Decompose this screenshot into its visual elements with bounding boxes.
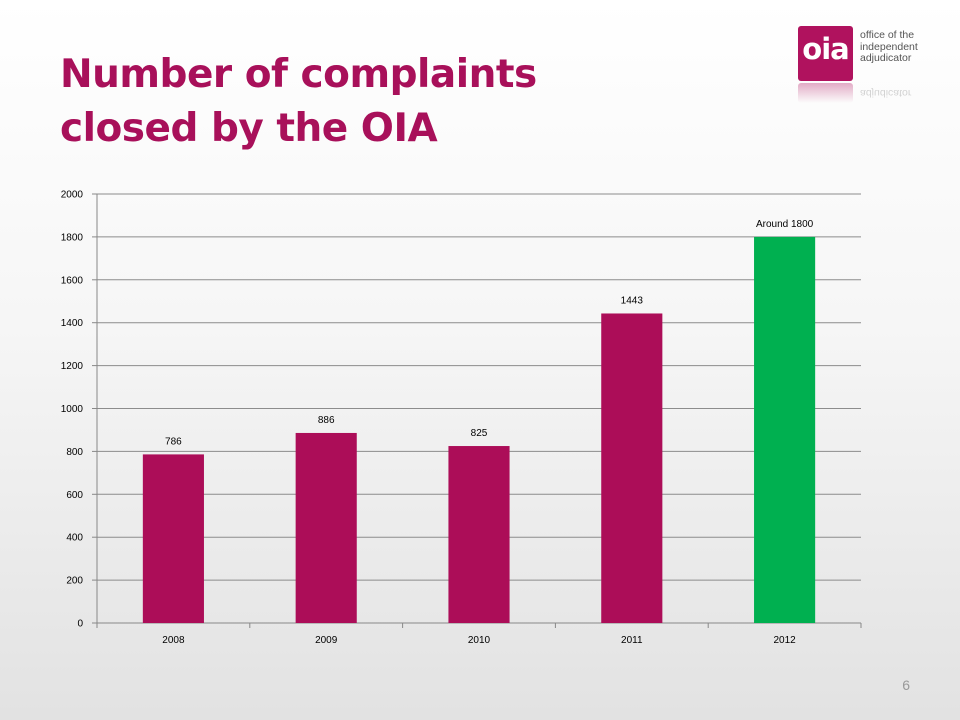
bar bbox=[754, 236, 816, 623]
y-tick-label: 0 bbox=[77, 619, 83, 630]
oia-logo: oia office of the independent adjudicato… bbox=[798, 26, 938, 106]
logo-text-line: adjudicator bbox=[860, 52, 912, 64]
data-label: 886 bbox=[318, 415, 335, 426]
bar bbox=[448, 446, 510, 623]
y-tick-label: 1000 bbox=[61, 404, 84, 415]
x-tick-label: 2008 bbox=[162, 635, 185, 646]
x-tick-label: 2011 bbox=[621, 635, 643, 646]
y-tick-label: 800 bbox=[66, 447, 83, 458]
x-tick-label: 2010 bbox=[468, 635, 491, 646]
y-tick-label: 400 bbox=[66, 533, 83, 544]
logo-text-line: office of the bbox=[860, 29, 915, 41]
x-tick-label: 2009 bbox=[315, 635, 338, 646]
bar bbox=[601, 313, 663, 623]
data-label: Around 1800 bbox=[756, 219, 814, 230]
data-label: 825 bbox=[471, 428, 488, 439]
bar bbox=[295, 432, 357, 623]
logo-mark-text: oia bbox=[802, 32, 849, 66]
data-label: 786 bbox=[165, 436, 182, 447]
logo-mark-box: oia bbox=[798, 26, 853, 81]
logo-text: office of the independent adjudicator bbox=[860, 29, 938, 65]
logo-text-line: independent bbox=[860, 40, 918, 53]
page-number: 6 bbox=[902, 677, 910, 693]
y-tick-label: 2000 bbox=[61, 190, 84, 201]
y-tick-label: 1600 bbox=[61, 275, 84, 286]
y-tick-label: 200 bbox=[66, 576, 83, 587]
x-tick-label: 2012 bbox=[773, 635, 796, 646]
logo-reflection bbox=[798, 83, 853, 103]
data-label: 1443 bbox=[621, 295, 644, 306]
y-tick-label: 1200 bbox=[61, 361, 84, 372]
y-tick-label: 600 bbox=[66, 490, 83, 501]
y-tick-label: 1800 bbox=[61, 232, 84, 243]
y-tick-label: 1400 bbox=[61, 318, 84, 329]
bar bbox=[142, 454, 204, 623]
slide-title: Number of complaints closed by the OIA bbox=[60, 52, 537, 151]
